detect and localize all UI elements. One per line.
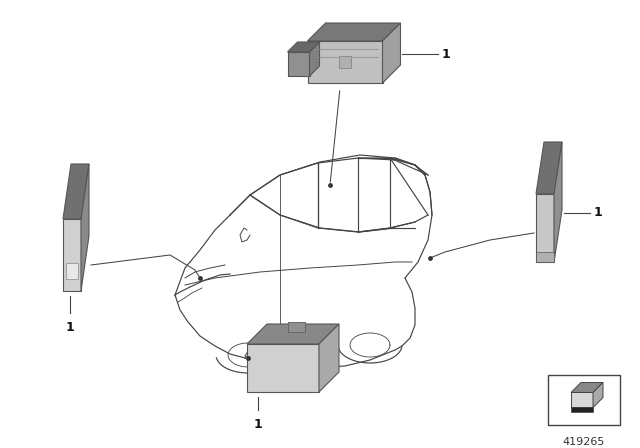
Polygon shape — [339, 56, 351, 68]
Polygon shape — [287, 42, 319, 52]
Text: 1: 1 — [66, 321, 74, 334]
Polygon shape — [63, 164, 89, 219]
Point — [243, 354, 253, 362]
Polygon shape — [536, 252, 554, 262]
Polygon shape — [287, 52, 310, 76]
Polygon shape — [571, 392, 593, 408]
Polygon shape — [536, 142, 562, 194]
Polygon shape — [63, 219, 81, 291]
Polygon shape — [81, 164, 89, 291]
Polygon shape — [307, 23, 401, 41]
Polygon shape — [571, 408, 593, 413]
Polygon shape — [247, 344, 319, 392]
Polygon shape — [66, 263, 78, 279]
Polygon shape — [310, 42, 319, 76]
Point — [425, 254, 435, 262]
Text: 1: 1 — [594, 207, 603, 220]
Polygon shape — [536, 194, 554, 262]
Point — [325, 181, 335, 189]
Polygon shape — [383, 23, 401, 83]
Polygon shape — [319, 324, 339, 392]
Text: 419265: 419265 — [563, 437, 605, 447]
Polygon shape — [571, 383, 603, 392]
Polygon shape — [554, 142, 562, 262]
Polygon shape — [247, 324, 339, 344]
Text: 1: 1 — [442, 47, 451, 60]
Polygon shape — [307, 41, 383, 83]
Text: 1: 1 — [253, 418, 262, 431]
Point — [195, 275, 205, 282]
Polygon shape — [288, 322, 305, 332]
Polygon shape — [593, 383, 603, 408]
Bar — [548, 375, 620, 425]
